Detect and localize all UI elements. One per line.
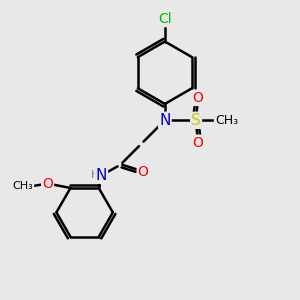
Text: N: N [96,168,107,183]
Text: N: N [159,113,170,128]
Text: CH₃: CH₃ [13,181,33,191]
Text: Cl: Cl [158,12,172,26]
Text: O: O [192,136,203,150]
Text: H: H [91,170,100,180]
Text: O: O [192,91,203,105]
Text: CH₃: CH₃ [215,114,238,127]
Text: O: O [138,165,148,179]
Text: O: O [42,176,53,190]
Text: S: S [191,113,201,128]
